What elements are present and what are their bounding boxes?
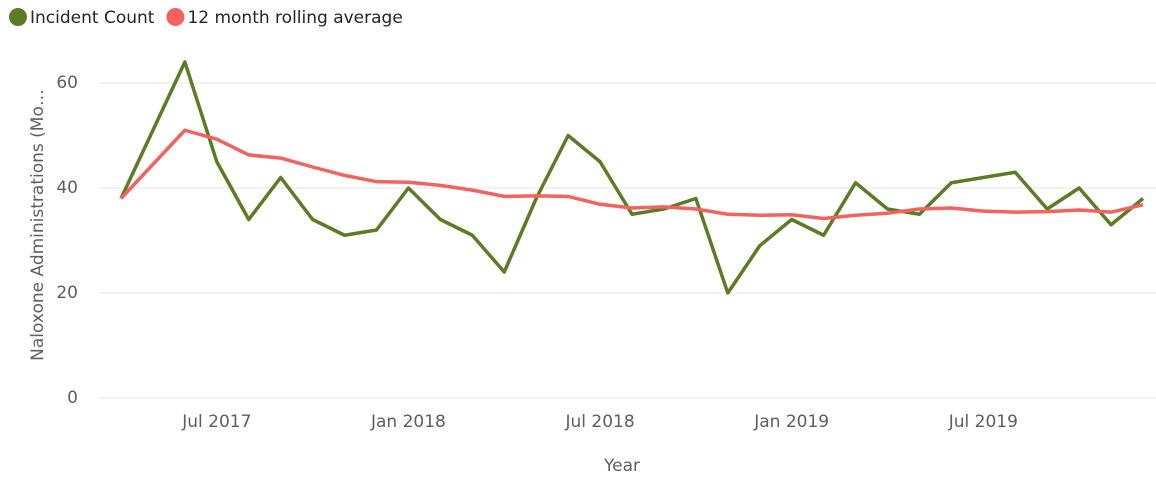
x-tick-label: Jan 2018	[370, 412, 446, 432]
x-tick-label: Jul 2017	[181, 412, 251, 432]
x-tick-label: Jul 2019	[948, 412, 1018, 432]
line-series	[119, 128, 1144, 221]
line-series	[119, 60, 1145, 295]
y-tick-label: 0	[67, 388, 78, 408]
legend-label: 12 month rolling average	[187, 8, 402, 28]
y-axis-label: Naloxone Administrations (Mo…	[28, 89, 48, 361]
y-tick-label: 20	[56, 283, 78, 303]
legend-marker	[9, 8, 27, 26]
x-tick-label: Jul 2018	[564, 412, 634, 432]
legend-label: Incident Count	[30, 8, 155, 28]
legend: Incident Count 12 month rolling average	[9, 8, 403, 28]
y-tick-label: 40	[56, 178, 78, 198]
x-tick-label: Jan 2019	[753, 412, 829, 432]
y-tick-label: 60	[56, 73, 78, 93]
x-axis-label: Year	[603, 456, 640, 476]
legend-marker	[166, 8, 185, 26]
